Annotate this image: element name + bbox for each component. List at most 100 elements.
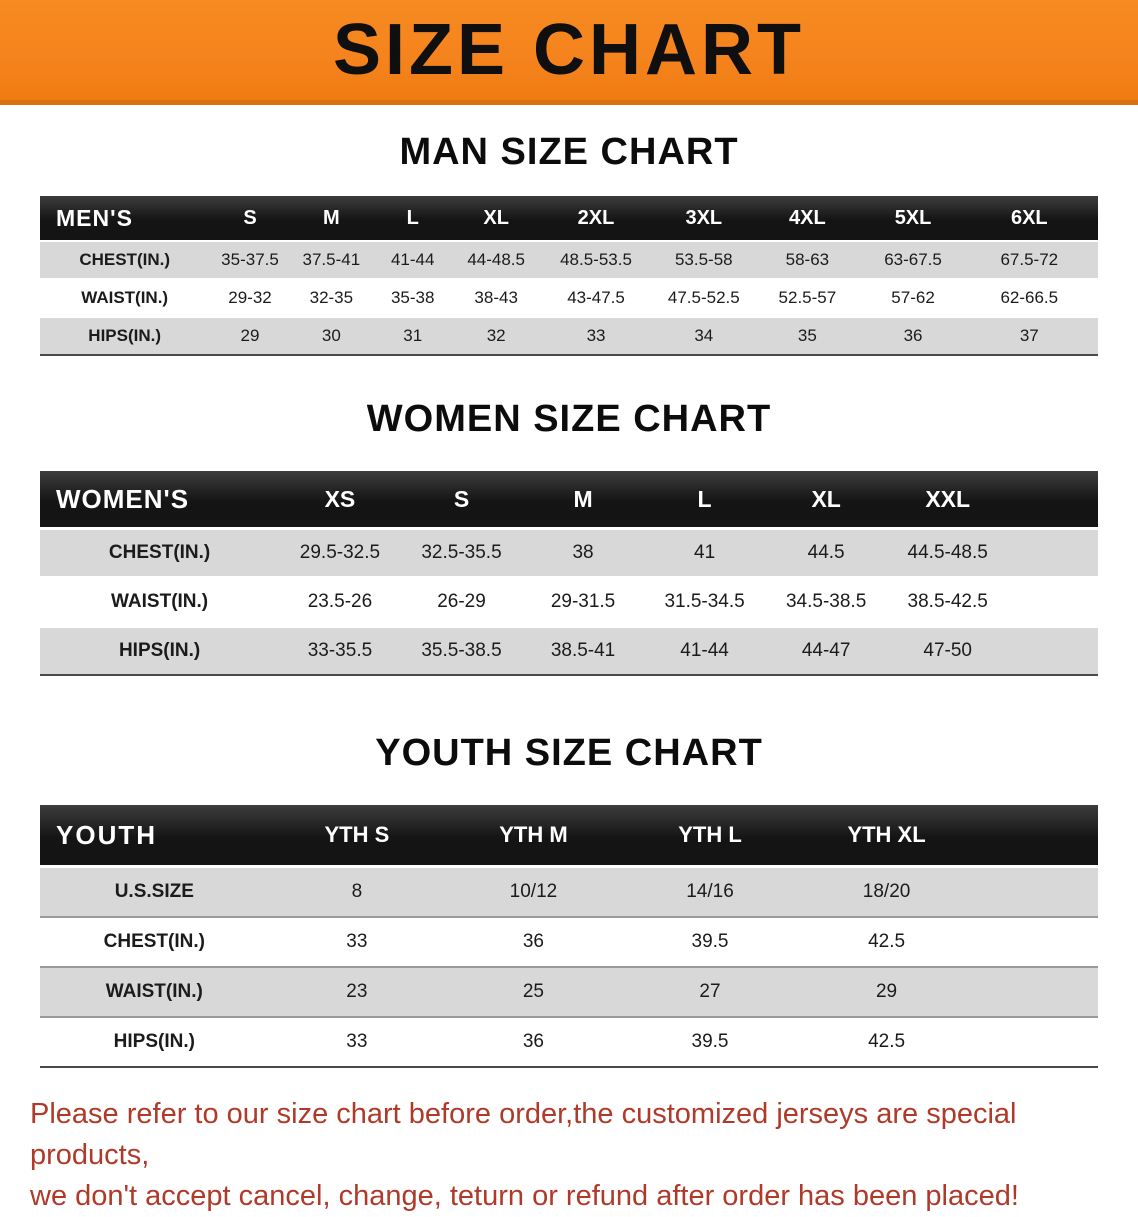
value-cell: 35-38	[390, 288, 435, 307]
table-filler-cell	[975, 967, 1098, 1017]
value-cell: 37.5-41	[302, 250, 361, 269]
value-cell: 37	[1019, 326, 1039, 345]
row-label-cell: WAIST(IN.)	[105, 981, 203, 1002]
table-filler-cell	[1008, 471, 1098, 529]
value-cell: 47-50	[923, 640, 972, 661]
value-cell: 35	[797, 326, 817, 345]
row-label-cell: WAIST(IN.)	[111, 591, 209, 612]
value-cell: 63-67.5	[884, 250, 942, 269]
value-cell: 38	[572, 542, 594, 563]
value-cell: 23.5-26	[307, 591, 373, 612]
value-cell: 44-48.5	[467, 250, 525, 269]
row-label-cell: CHEST(IN.)	[108, 542, 211, 563]
table-filler-cell	[975, 867, 1098, 918]
value-cell: 47.5-52.5	[667, 288, 740, 307]
table-filler-cell	[1093, 279, 1098, 317]
value-cell: 44.5-48.5	[907, 542, 988, 563]
value-cell: 52.5-57	[778, 288, 837, 307]
youth-size-section: YOUTH SIZE CHART YOUTH YTH S YTH M YTH L YTH…	[40, 732, 1098, 1068]
value-cell: 36	[522, 931, 544, 952]
page-title: SIZE CHART	[333, 10, 805, 90]
women-size-table: WOMEN'S XS S M L XL XXL CHEST(IN.) 29.5-32.5 32.5…	[40, 471, 1098, 676]
value-cell: 30	[321, 326, 341, 345]
value-cell: 42.5	[868, 1031, 906, 1052]
size-column-header: XXL	[886, 471, 1009, 529]
table-corner-label: YOUTH	[40, 805, 269, 867]
table-filler-cell	[1093, 241, 1098, 279]
value-cell: 34	[694, 326, 714, 345]
table-corner-label: WOMEN'S	[40, 471, 280, 529]
value-cell: 39.5	[691, 931, 729, 952]
value-cell: 26-29	[437, 591, 486, 612]
row-label-cell: WAIST(IN.)	[81, 288, 169, 307]
value-cell: 27	[699, 981, 721, 1002]
value-cell: 57-62	[891, 288, 935, 307]
size-column-header: 6XL	[965, 196, 1093, 241]
value-cell: 36	[522, 1031, 544, 1052]
size-column-header: M	[290, 196, 373, 241]
size-column-header: XS	[279, 471, 401, 529]
table-row: CHEST(IN.) 35-37.5 37.5-41 41-44 44-48.5 48.5…	[40, 241, 1098, 279]
value-cell: 29.5-32.5	[299, 542, 381, 563]
value-cell: 43-47.5	[567, 288, 625, 307]
value-cell: 41-44	[390, 250, 435, 269]
value-cell: 41-44	[680, 640, 729, 661]
disclaimer-line-2: we don't accept cancel, change, teturn o…	[30, 1180, 1019, 1212]
value-cell: 14/16	[686, 881, 734, 902]
table-filler-cell	[1093, 317, 1098, 355]
women-size-section: WOMEN SIZE CHART WOMEN'S XS S M L XL XXL CHEST(…	[40, 398, 1098, 676]
value-cell: 32.5-35.5	[421, 542, 502, 563]
value-cell: 67.5-72	[1000, 250, 1059, 269]
men-section-title: MAN SIZE CHART	[399, 131, 739, 173]
table-row: CHEST(IN.) 33 36 39.5 42.5	[40, 917, 1098, 967]
value-cell: 44.5	[807, 542, 845, 563]
value-cell: 48.5-53.5	[560, 250, 632, 269]
value-cell: 33-35.5	[307, 640, 373, 661]
value-cell: 33	[346, 1031, 368, 1052]
value-cell: 62-66.5	[1000, 288, 1059, 307]
size-column-header: S	[209, 196, 291, 241]
table-row: U.S.SIZE 8 10/12 14/16 18/20	[40, 866, 1098, 918]
size-column-header: S	[400, 471, 523, 529]
value-cell: 42.5	[868, 931, 906, 952]
row-label-cell: HIPS(IN.)	[88, 326, 162, 345]
size-column-header: XL	[765, 471, 887, 529]
value-cell: 53.5-58	[674, 250, 733, 269]
table-row: HIPS(IN.) 33-35.5 35.5-38.5 38.5-41 41-44 44-…	[40, 626, 1098, 675]
table-row: HIPS(IN.) 33 36 39.5 42.5	[40, 1017, 1098, 1067]
value-cell: 10/12	[509, 881, 558, 902]
table-filler-cell	[1008, 578, 1098, 627]
disclaimer-note: Please refer to our size chart before or…	[30, 1094, 1120, 1217]
size-column-header: YTH S	[268, 805, 446, 867]
value-cell: 29	[240, 326, 260, 345]
size-column-header: YTH XL	[798, 805, 975, 867]
size-column-header: XL	[453, 196, 539, 241]
table-row: HIPS(IN.) 29 30 31 32 33 34 35 36 37	[40, 317, 1098, 355]
value-cell: 34.5-38.5	[785, 591, 867, 612]
size-column-header: YTH M	[445, 805, 622, 867]
size-column-header: L	[643, 471, 766, 529]
table-filler-cell	[974, 805, 1098, 867]
value-cell: 38-43	[474, 288, 518, 307]
value-cell: 39.5	[691, 1031, 729, 1052]
table-filler-cell	[975, 917, 1098, 967]
size-column-header: M	[522, 471, 644, 529]
size-column-header: YTH L	[621, 805, 799, 867]
value-cell: 23	[346, 981, 368, 1002]
value-cell: 33	[346, 931, 368, 952]
value-cell: 29-32	[228, 288, 272, 307]
table-filler-cell	[1092, 196, 1098, 241]
value-cell: 25	[522, 981, 544, 1002]
women-section-title: WOMEN SIZE CHART	[366, 398, 772, 440]
table-header-row: WOMEN'S XS S M L XL XXL	[40, 471, 1098, 529]
value-cell: 29	[875, 981, 898, 1002]
table-row: WAIST(IN.) 29-32 32-35 35-38 38-43 43-47.5 47.…	[40, 279, 1098, 317]
value-cell: 31.5-34.5	[664, 591, 745, 612]
row-label-cell: CHEST(IN.)	[79, 250, 170, 269]
size-column-header: 4XL	[754, 196, 861, 241]
value-cell: 33	[586, 326, 606, 345]
table-header-row: MEN'S S M L XL 2XL 3XL 4XL 5XL 6XL	[40, 196, 1098, 241]
value-cell: 44-47	[801, 640, 851, 661]
size-column-header: 2XL	[538, 196, 654, 241]
men-size-table: MEN'S S M L XL 2XL 3XL 4XL 5XL 6XL CHEST(IN.) 35-37…	[40, 196, 1098, 356]
